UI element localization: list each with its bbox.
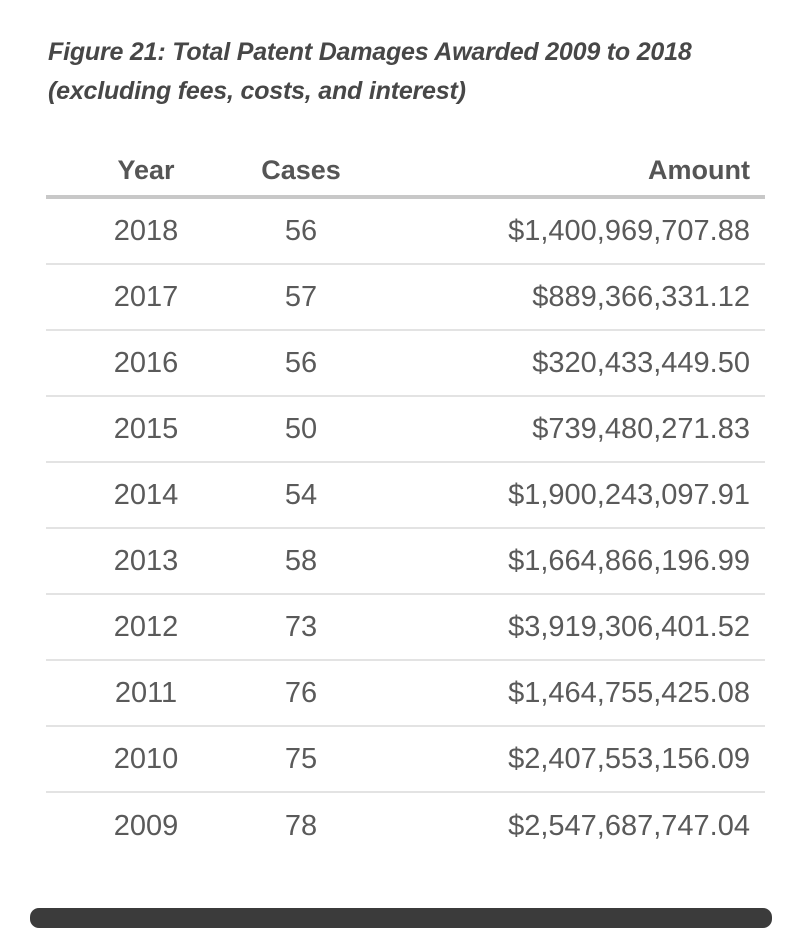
- figure-caption-line2: (excluding fees, costs, and interest): [48, 77, 466, 105]
- cases-cell: 56: [284, 346, 318, 379]
- amount-cell: $320,433,449.50: [532, 346, 750, 379]
- table-row-2016: 2016 56 $320,433,449.50: [46, 331, 765, 397]
- year-cell: 2012: [113, 610, 179, 643]
- table-row-2009: 2009 78 $2,547,687,747.04: [46, 793, 765, 859]
- year-cell: 2010: [113, 742, 179, 775]
- year-cell: 2011: [114, 676, 178, 709]
- cases-cell: 73: [284, 610, 318, 643]
- amount-cell: $2,407,553,156.09: [508, 742, 750, 775]
- table-row-2017: 2017 57 $889,366,331.12: [46, 265, 765, 331]
- column-header-amount: Amount: [648, 155, 750, 185]
- amount-cell: $1,400,969,707.88: [508, 214, 750, 247]
- cases-cell: 78: [284, 809, 318, 842]
- column-header-cases: Cases: [261, 155, 341, 185]
- cases-cell: 76: [284, 676, 318, 709]
- amount-cell: $1,664,866,196.99: [508, 544, 750, 577]
- figure-caption: Figure 21: Total Patent Damages Awarded …: [48, 33, 692, 111]
- table-row-2015: 2015 50 $739,480,271.83: [46, 397, 765, 463]
- year-cell: 2013: [113, 544, 179, 577]
- table-header-row: Year Cases Amount: [46, 146, 765, 199]
- amount-cell: $739,480,271.83: [532, 412, 750, 445]
- patent-damages-table: Year Cases Amount 2018 56 $1,400,969,707…: [46, 146, 765, 859]
- cases-cell: 56: [284, 214, 318, 247]
- amount-cell: $2,547,687,747.04: [508, 809, 750, 842]
- amount-cell: $1,900,243,097.91: [508, 478, 750, 511]
- cases-cell: 75: [284, 742, 318, 775]
- figure-caption-line1: Figure 21: Total Patent Damages Awarded …: [48, 38, 692, 66]
- cases-cell: 57: [284, 280, 318, 313]
- table-row-2011: 2011 76 $1,464,755,425.08: [46, 661, 765, 727]
- horizontal-scrollbar-thumb[interactable]: [30, 908, 772, 928]
- year-cell: 2015: [113, 412, 179, 445]
- amount-cell: $1,464,755,425.08: [508, 676, 750, 709]
- year-cell: 2009: [113, 809, 179, 842]
- amount-cell: $3,919,306,401.52: [508, 610, 750, 643]
- cases-cell: 54: [284, 478, 318, 511]
- year-cell: 2014: [113, 478, 179, 511]
- year-cell: 2018: [113, 214, 179, 247]
- cases-cell: 58: [284, 544, 318, 577]
- cases-cell: 50: [284, 412, 318, 445]
- amount-cell: $889,366,331.12: [532, 280, 750, 313]
- table-row-2013: 2013 58 $1,664,866,196.99: [46, 529, 765, 595]
- table-row-2010: 2010 75 $2,407,553,156.09: [46, 727, 765, 793]
- column-header-year: Year: [117, 155, 175, 185]
- table-row-2014: 2014 54 $1,900,243,097.91: [46, 463, 765, 529]
- table-row-2018: 2018 56 $1,400,969,707.88: [46, 199, 765, 265]
- year-cell: 2017: [113, 280, 179, 313]
- table-row-2012: 2012 73 $3,919,306,401.52: [46, 595, 765, 661]
- year-cell: 2016: [113, 346, 179, 379]
